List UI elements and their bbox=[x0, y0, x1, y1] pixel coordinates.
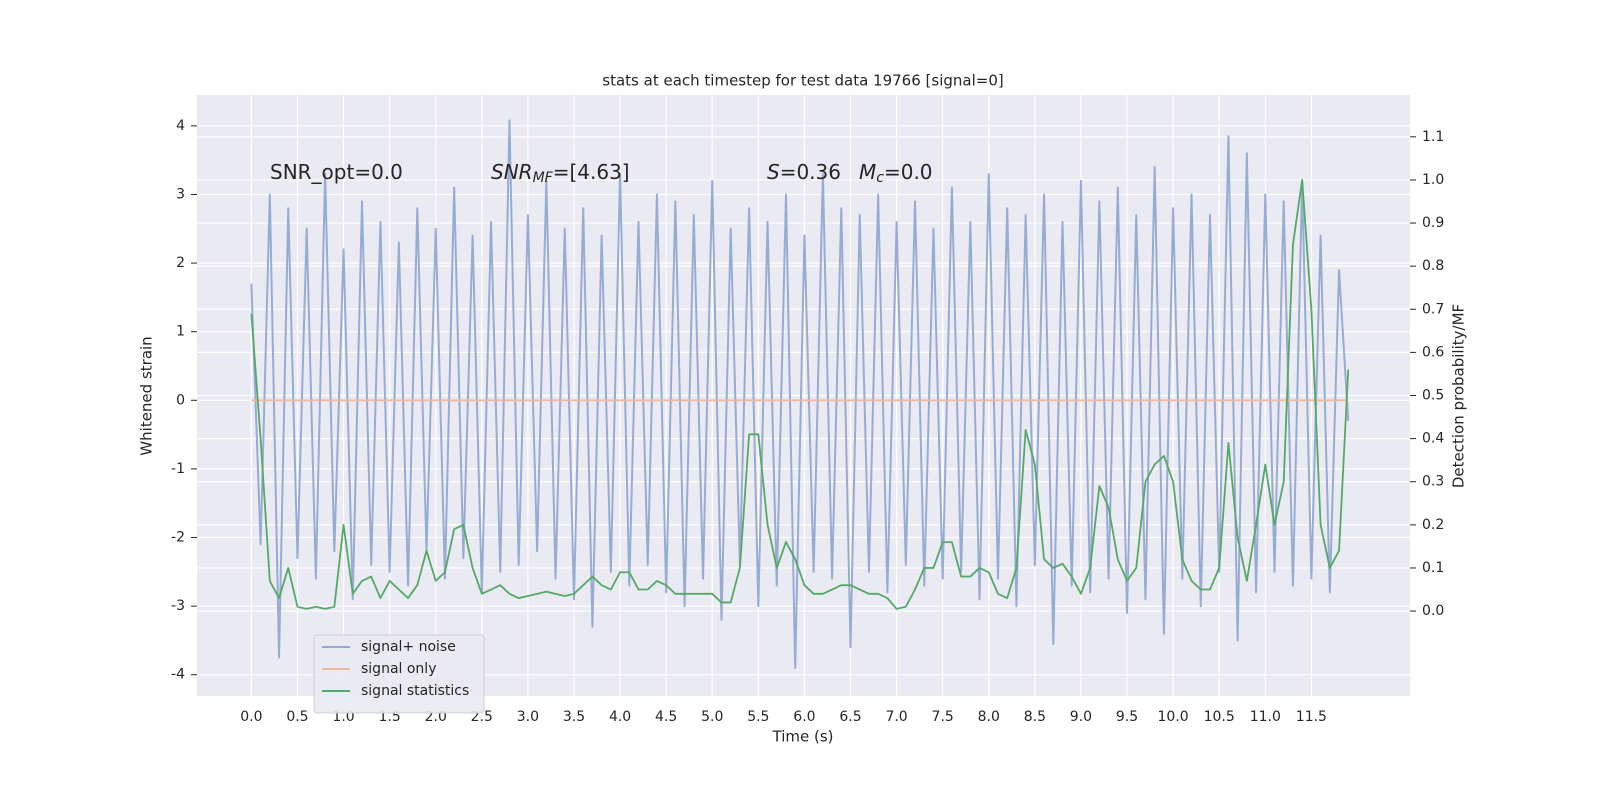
legend-label: signal only bbox=[361, 661, 436, 677]
series-line bbox=[250, 179, 1350, 610]
y2-tick-label: 0.4 bbox=[1422, 431, 1444, 447]
legend: signal+ noise signal only signal statistic… bbox=[313, 634, 485, 714]
annotation-part: =0.36 bbox=[780, 160, 841, 184]
x-tick-label: 11.0 bbox=[1250, 709, 1281, 725]
y-tick-label: -2 bbox=[171, 530, 185, 546]
x-tick-label: 7.0 bbox=[885, 709, 907, 725]
labels: 0.0 0.5 1.0 1.5 2.0 2.5 3.0 3.5 4.0 4.5 5.0 5.5 6.0 6… bbox=[171, 118, 1444, 725]
x-tick-label: 7.5 bbox=[932, 709, 954, 725]
annotation-part: =0.0 bbox=[884, 160, 933, 184]
legend-label: signal+ noise bbox=[361, 639, 456, 655]
y-tick-label: 0 bbox=[176, 392, 185, 408]
y2-tick-label: 0.1 bbox=[1422, 560, 1444, 576]
y2-tick-label: 0.6 bbox=[1422, 344, 1444, 360]
annotation-part: SNR_opt=0.0 bbox=[270, 160, 403, 184]
legend-label: signal statistics bbox=[361, 683, 469, 699]
y-tick-label: -3 bbox=[171, 598, 185, 614]
y2-tick-label: 1.1 bbox=[1422, 129, 1444, 145]
x-tick-label: 5.0 bbox=[701, 709, 723, 725]
legend-box bbox=[313, 634, 485, 714]
annotation-part: MF bbox=[533, 170, 554, 186]
x-tick-label: 0.5 bbox=[286, 709, 308, 725]
y2-tick-label: 0.5 bbox=[1422, 388, 1444, 404]
annotation-part: SNR bbox=[491, 160, 533, 184]
y2-tick-label: 1.0 bbox=[1422, 172, 1444, 188]
x-tick-label: 0.0 bbox=[240, 709, 262, 725]
annotation: SNRMF=[4.63] bbox=[491, 160, 630, 187]
annotation-part: S bbox=[767, 160, 780, 184]
y2-tick-label: 0.2 bbox=[1422, 517, 1444, 533]
y-tick-label: 1 bbox=[176, 324, 185, 340]
annotation-part: M bbox=[859, 160, 876, 184]
x-tick-label: 9.5 bbox=[1116, 709, 1138, 725]
y2-tick-label: 0.9 bbox=[1422, 215, 1444, 231]
annotation-part: =[4.63] bbox=[553, 160, 630, 184]
x-tick-label: 3.0 bbox=[517, 709, 539, 725]
annotation: Mc=0.0 bbox=[859, 160, 933, 187]
x-tick-label: 10.5 bbox=[1204, 709, 1235, 725]
y-axis-label: Whitened strain bbox=[138, 336, 156, 455]
x-tick-label: 8.0 bbox=[978, 709, 1000, 725]
chart-title: stats at each timestep for test data 197… bbox=[602, 72, 1003, 90]
y2-tick-label: 0.8 bbox=[1422, 258, 1444, 274]
x-tick-label: 6.0 bbox=[793, 709, 815, 725]
marks bbox=[250, 119, 1350, 669]
series-line bbox=[250, 119, 1350, 669]
x-tick-label: 8.5 bbox=[1024, 709, 1046, 725]
annotation-part: c bbox=[876, 170, 884, 186]
y-tick-label: 4 bbox=[176, 118, 185, 134]
annotation: S=0.36 bbox=[767, 160, 841, 184]
y-tick-label: 3 bbox=[176, 186, 185, 202]
y-tick-label: -1 bbox=[171, 461, 185, 477]
x-tick-label: 4.5 bbox=[655, 709, 677, 725]
x-tick-label: 10.0 bbox=[1158, 709, 1189, 725]
y-tick-label: -4 bbox=[171, 667, 185, 683]
x-tick-label: 6.5 bbox=[839, 709, 861, 725]
x-tick-label: 3.5 bbox=[563, 709, 585, 725]
y-tick-label: 2 bbox=[176, 255, 185, 271]
x-tick-label: 11.5 bbox=[1296, 709, 1327, 725]
y2-axis-label: Detection probability/MF bbox=[1450, 304, 1468, 488]
x-tick-label: 9.0 bbox=[1070, 709, 1092, 725]
y2-tick-label: 0.0 bbox=[1422, 603, 1444, 619]
y2-tick-label: 0.3 bbox=[1422, 474, 1444, 490]
annotation: SNR_opt=0.0 bbox=[270, 160, 403, 184]
x-axis-label: Time (s) bbox=[772, 728, 834, 746]
x-tick-label: 5.5 bbox=[747, 709, 769, 725]
y2-tick-label: 0.7 bbox=[1422, 301, 1444, 317]
x-tick-label: 4.0 bbox=[609, 709, 631, 725]
